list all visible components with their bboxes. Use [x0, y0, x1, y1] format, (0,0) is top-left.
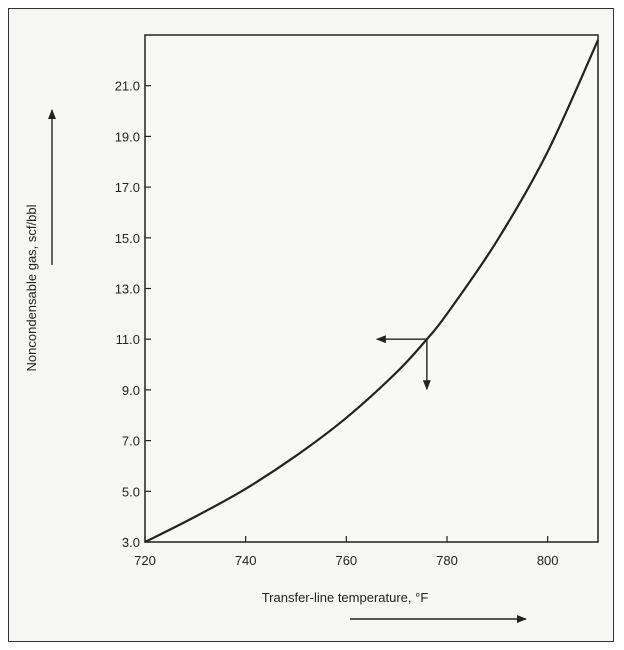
x-axis-ticks: 720 740 760 780 800 [134, 536, 559, 568]
y-tick-label: 11.0 [116, 332, 140, 347]
series-line [144, 39, 600, 543]
x-tick-label: 760 [335, 553, 357, 568]
x-tick-label: 780 [436, 553, 458, 568]
y-tick-label: 17.0 [115, 180, 140, 195]
x-tick-label: 740 [235, 553, 257, 568]
y-axis-ticks: 3.0 5.0 7.0 9.0 11.0 13.0 15.0 17.0 19.0 21.0 [115, 79, 151, 550]
y-tick-label: 15.0 [115, 231, 140, 246]
y-tick-label: 13.0 [115, 282, 140, 297]
plot-area [144, 34, 599, 543]
y-tick-label: 3.0 [122, 535, 140, 550]
y-tick-label: 9.0 [122, 383, 140, 398]
x-tick-label: 800 [537, 553, 559, 568]
reading-guide [375, 335, 431, 391]
y-tick-label: 21.0 [115, 79, 140, 94]
y-axis-label: Noncondensable gas, scf/bbl [24, 204, 39, 371]
x-axis-label: Transfer-line temperature, °F [262, 590, 429, 605]
y-tick-label: 5.0 [122, 484, 140, 499]
y-tick-label: 7.0 [122, 434, 140, 449]
x-tick-label: 720 [134, 553, 156, 568]
y-tick-label: 19.0 [115, 129, 140, 144]
